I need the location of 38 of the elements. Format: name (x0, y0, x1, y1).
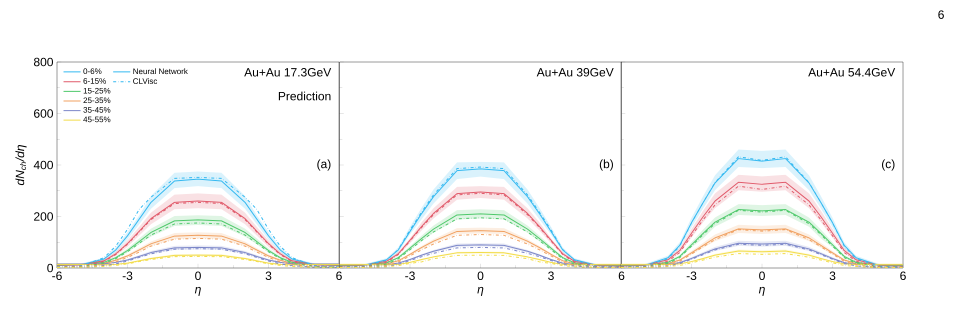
x-axis-title: η (194, 286, 201, 296)
annotation: (b) (600, 159, 613, 171)
x-tick-label: -3 (686, 272, 696, 280)
x-tick-label: 3 (266, 272, 272, 280)
x-tick-label: 6 (900, 272, 906, 280)
annotation: Neural Network (133, 68, 188, 74)
legend-label: 15-25% (84, 88, 110, 94)
text: 6 (938, 10, 944, 19)
annotation: CLVisc (133, 78, 158, 84)
x-tick-label: 6 (618, 272, 624, 280)
x-axis-title: η (477, 286, 484, 296)
y-tick-label: 600 (34, 109, 53, 118)
y-tick-label: 200 (34, 212, 53, 221)
x-tick-label: 3 (830, 272, 836, 280)
chart-title: Au+Au 17.3GeV (244, 68, 332, 77)
x-tick-label: -3 (122, 272, 132, 280)
x-tick-label: 0 (478, 272, 484, 280)
x-tick-label: 0 (195, 272, 201, 280)
legend-label: 35-45% (83, 107, 110, 113)
legend-label: 0-6% (83, 68, 102, 74)
annotation: (c) (882, 159, 894, 171)
legend-label: 45-55% (83, 116, 110, 122)
chart-title: Au+Au 39GeV (536, 68, 614, 77)
y-tick-label: 800 (34, 58, 53, 66)
y-tick-label: 0 (47, 264, 54, 272)
y-axis-title: dN$_{ch}$/dη (15, 145, 27, 186)
x-tick-label: 0 (759, 272, 765, 280)
x-axis-title: η (758, 286, 765, 296)
legend-label: 6-15% (84, 78, 106, 84)
chart-title: Au+Au 54.4GeV (808, 68, 896, 77)
x-tick-label: -3 (405, 272, 415, 280)
x-tick-label: -6 (52, 272, 62, 280)
annotation: Prediction (278, 92, 330, 100)
x-tick-label: 3 (548, 272, 554, 280)
x-tick-label: 6 (336, 272, 342, 280)
annotation: (a) (317, 159, 330, 171)
y-tick-label: 400 (34, 160, 53, 170)
legend-label: 25-35% (84, 97, 110, 104)
